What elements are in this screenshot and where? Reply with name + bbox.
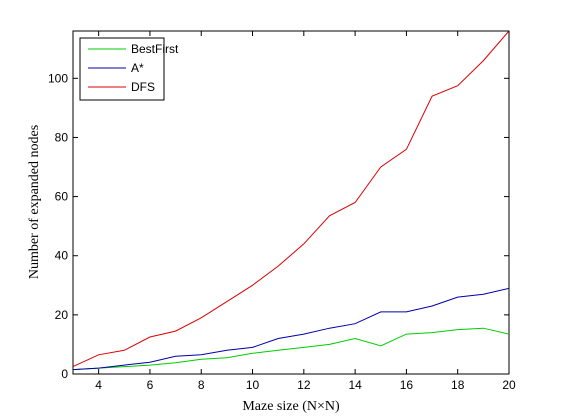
y-tick-label: 100 bbox=[48, 71, 68, 85]
legend-label: A* bbox=[131, 61, 144, 75]
series-line-a bbox=[72, 287, 510, 371]
x-tick-label: 14 bbox=[348, 378, 362, 392]
x-axis: 4 6 8 10 12 14 16 18 20 bbox=[95, 31, 516, 392]
x-axis-label: Maze size (N×N) bbox=[242, 399, 340, 414]
x-tick-label: 10 bbox=[246, 378, 260, 392]
y-tick-label: 80 bbox=[55, 130, 69, 144]
x-tick-label: 18 bbox=[451, 378, 465, 392]
y-tick-label: 40 bbox=[55, 249, 69, 263]
y-tick-label: 60 bbox=[55, 190, 69, 204]
legend-label: BestFirst bbox=[131, 42, 179, 56]
y-tick-label: 0 bbox=[61, 367, 68, 381]
legend-label: DFS bbox=[131, 80, 155, 94]
x-tick-label: 12 bbox=[297, 378, 311, 392]
x-tick-label: 6 bbox=[147, 378, 154, 392]
series-line-bestfirst bbox=[72, 327, 510, 371]
x-tick-label: 16 bbox=[400, 378, 414, 392]
legend-box bbox=[79, 37, 165, 101]
x-tick-label: 8 bbox=[198, 378, 205, 392]
y-axis: 0 20 40 60 80 100 bbox=[48, 71, 509, 381]
y-tick-label: 20 bbox=[55, 308, 69, 322]
legend: BestFirst A* DFS bbox=[79, 37, 179, 101]
x-tick-label: 20 bbox=[502, 378, 516, 392]
series-layer bbox=[72, 30, 510, 371]
series-line-dfs bbox=[72, 30, 510, 368]
x-tick-label: 4 bbox=[95, 378, 102, 392]
y-axis-label: Number of expanded nodes bbox=[27, 125, 42, 279]
